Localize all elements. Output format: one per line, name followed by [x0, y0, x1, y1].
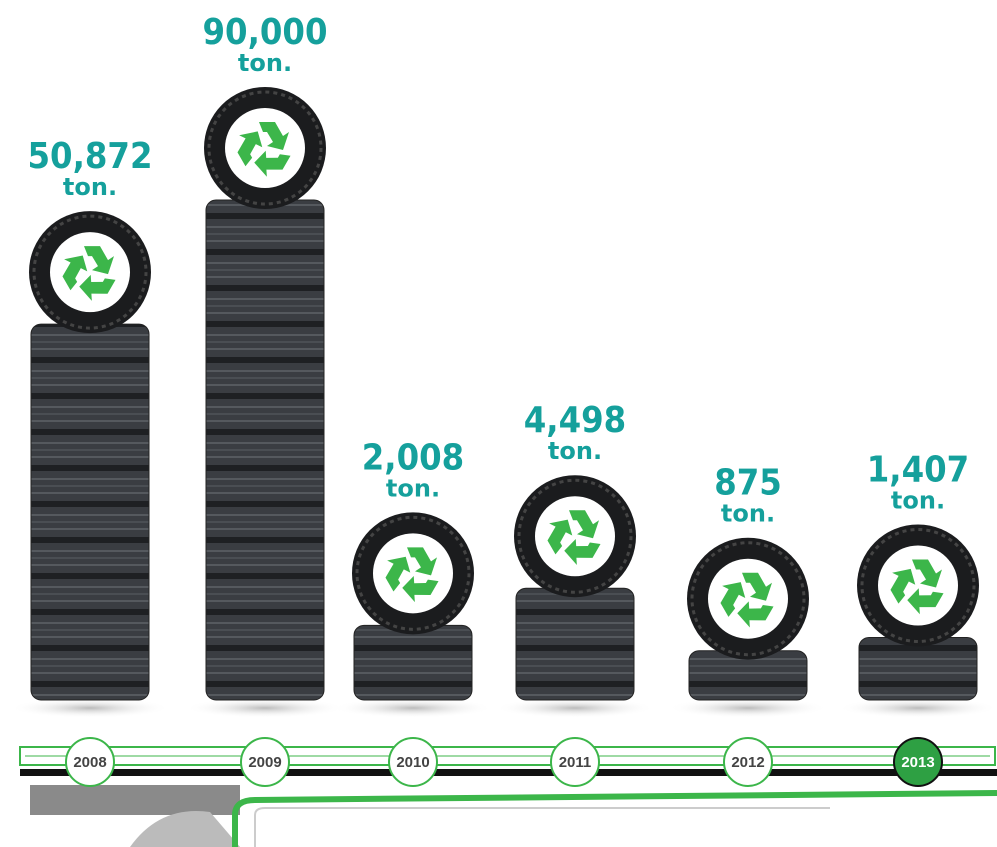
- stack-shadow: [333, 698, 493, 718]
- tire-hub: [535, 496, 615, 577]
- x-tick-label: 2008: [73, 754, 106, 771]
- tire-hub: [878, 545, 958, 626]
- year-marker: [65, 737, 115, 787]
- tire-hub: [50, 232, 130, 313]
- tire-stack: [858, 636, 978, 701]
- tire-stack: [30, 323, 150, 701]
- value-unit: ton.: [63, 173, 117, 201]
- stack-shadow: [668, 698, 828, 718]
- top-tire: [514, 475, 636, 598]
- x-tick-label: 2013: [901, 754, 934, 771]
- tire-tread: [690, 541, 806, 657]
- tire-tread: [517, 478, 633, 594]
- tire-stack: [515, 587, 635, 701]
- tire-tread: [207, 90, 323, 206]
- value-label: 4,498: [524, 400, 626, 441]
- value-label: 1,407: [867, 449, 969, 490]
- top-tire: [687, 537, 809, 660]
- x-tick-label: 2012: [731, 754, 764, 771]
- top-tire: [857, 524, 979, 647]
- value-unit: ton.: [238, 49, 292, 77]
- x-tick-label: 2009: [248, 754, 281, 771]
- stack-shadow: [185, 698, 345, 718]
- value-unit: ton.: [548, 437, 602, 465]
- value-label: 875: [714, 463, 782, 504]
- year-marker: [388, 737, 438, 787]
- stack-shadow: [838, 698, 997, 718]
- year-marker: [550, 737, 600, 787]
- tire-stack: [353, 624, 473, 701]
- value-label: 2,008: [362, 437, 464, 478]
- x-tick-label: 2010: [396, 754, 429, 771]
- timeline: [19, 746, 997, 847]
- value-label: 90,000: [203, 12, 328, 53]
- stack-shadow: [495, 698, 655, 718]
- top-tire: [352, 512, 474, 635]
- year-marker: [240, 737, 290, 787]
- tire-hub: [225, 108, 305, 188]
- value-unit: ton.: [386, 474, 440, 502]
- tire-stack: [205, 199, 325, 701]
- x-tick-label: 2011: [559, 754, 592, 771]
- tire-tread: [355, 515, 471, 631]
- value-unit: ton.: [721, 500, 775, 528]
- year-marker: [723, 737, 773, 787]
- tire-hub: [373, 533, 453, 614]
- value-label: 50,872: [28, 136, 153, 177]
- year-marker: [893, 737, 943, 787]
- stack-shadow: [10, 698, 170, 718]
- top-tire: [29, 211, 151, 334]
- value-unit: ton.: [891, 486, 945, 514]
- tire-hub: [708, 558, 788, 639]
- tire-tread: [32, 214, 148, 330]
- tire-tread: [860, 527, 976, 643]
- top-tire: [204, 87, 326, 209]
